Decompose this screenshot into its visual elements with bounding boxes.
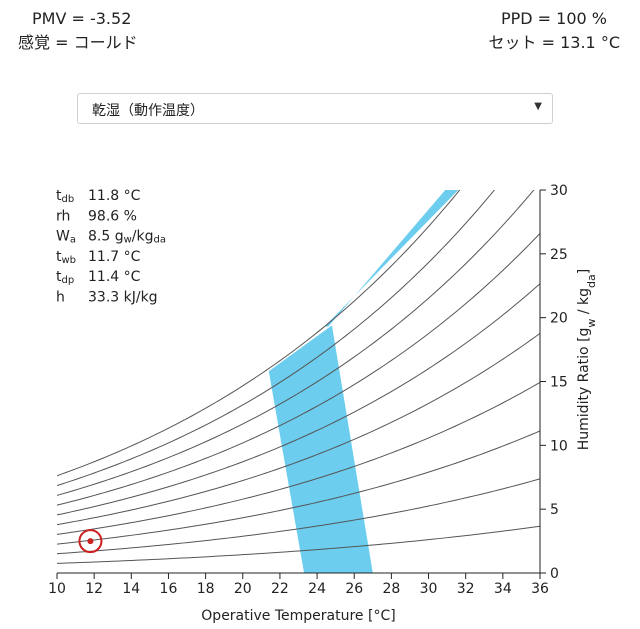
y-tick-label: 5 bbox=[550, 502, 559, 518]
x-tick-label: 24 bbox=[308, 581, 326, 597]
x-tick-label: 14 bbox=[122, 581, 140, 597]
readout-value: 8.5 gw/kgda bbox=[88, 229, 166, 246]
x-tick-label: 22 bbox=[271, 581, 289, 597]
rh-curve-50 bbox=[57, 332, 540, 526]
x-tick-label: 36 bbox=[531, 581, 549, 597]
comfort-zone-layer bbox=[268, 190, 459, 573]
y-tick-label: 10 bbox=[550, 438, 568, 454]
rh-curve-40 bbox=[57, 382, 540, 535]
readout-value: 11.4 °C bbox=[88, 269, 141, 285]
x-tick-label: 20 bbox=[234, 581, 252, 597]
x-tick-label: 32 bbox=[457, 581, 475, 597]
sensation-value: 感覚 = コールド bbox=[18, 33, 138, 52]
ppd-value: PPD = 100 % bbox=[500, 9, 607, 28]
y-tick-label: 20 bbox=[550, 311, 568, 327]
y-tick-label: 15 bbox=[550, 375, 568, 391]
rh-curve-80 bbox=[57, 190, 535, 496]
rh-curve-90 bbox=[57, 190, 496, 487]
readout-value: 33.3 kJ/kg bbox=[88, 290, 158, 306]
rh-curve-20 bbox=[57, 478, 540, 555]
axes-layer: 10 12 14 16 18 20 22 24 26 28 30 32 34 360 5 10 15 20 25 30… bbox=[48, 183, 597, 624]
pmv-value: PMV = -3.52 bbox=[32, 9, 132, 28]
current-state-marker-layer[interactable] bbox=[78, 529, 103, 554]
current-state-ring[interactable] bbox=[78, 529, 103, 554]
chart-type-selected: 乾湿（動作温度） bbox=[92, 103, 204, 119]
rh-curve-10 bbox=[57, 525, 540, 564]
current-state-dot[interactable] bbox=[87, 538, 94, 545]
readout-symbol: tdp bbox=[56, 269, 74, 286]
rh-curve-100 bbox=[57, 190, 461, 477]
readout-symbol: rh bbox=[56, 208, 70, 224]
x-tick-label: 12 bbox=[85, 581, 103, 597]
readout-value: 98.6 % bbox=[88, 208, 137, 224]
readout-symbol: Wa bbox=[56, 229, 76, 246]
x-axis-title: Operative Temperature [°C] bbox=[201, 608, 395, 624]
readout-value: 11.8 °C bbox=[88, 188, 141, 204]
state-readout: tdb 11.8 °C rh 98.6 % Wa 8.5 gw/kgda twb 11.7 °… bbox=[56, 188, 166, 306]
x-tick-label: 10 bbox=[48, 581, 66, 597]
x-tick-label: 26 bbox=[345, 581, 363, 597]
readout-symbol: tdb bbox=[56, 188, 74, 205]
x-tick-label: 30 bbox=[420, 581, 438, 597]
x-tick-label: 18 bbox=[197, 581, 215, 597]
rh-curve-30 bbox=[57, 430, 540, 545]
readout-symbol: h bbox=[56, 290, 65, 306]
x-tick-label: 28 bbox=[382, 581, 400, 597]
set-value: セット = 13.1 °C bbox=[488, 33, 620, 52]
chart-type-select[interactable]: 乾湿（動作温度） ▼ bbox=[77, 93, 553, 124]
x-tick-label: 34 bbox=[494, 581, 512, 597]
y-axis-title: Humidity Ratio [gw / kgda] bbox=[576, 269, 598, 451]
readout-value: 11.7 °C bbox=[88, 249, 141, 265]
y-tick-label: 25 bbox=[550, 247, 568, 263]
comfort-zone-upper bbox=[324, 190, 459, 327]
rh-curves-layer bbox=[57, 190, 540, 564]
x-tick-label: 16 bbox=[160, 581, 178, 597]
readout-symbol: twb bbox=[56, 249, 76, 266]
y-tick-label: 0 bbox=[550, 566, 559, 582]
y-tick-label: 30 bbox=[550, 183, 568, 199]
comfort-zone-main bbox=[268, 325, 373, 573]
rh-curve-60 bbox=[57, 283, 540, 516]
chevron-down-icon: ▼ bbox=[534, 101, 542, 112]
rh-curve-70 bbox=[57, 233, 540, 506]
